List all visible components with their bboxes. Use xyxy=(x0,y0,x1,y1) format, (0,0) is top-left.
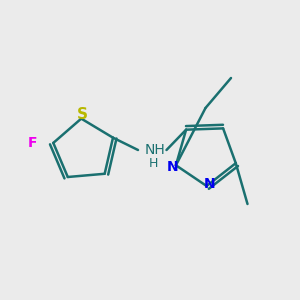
Text: N: N xyxy=(167,160,179,174)
Text: S: S xyxy=(77,106,88,122)
Text: N: N xyxy=(204,178,215,191)
Text: H: H xyxy=(148,157,158,170)
Text: NH: NH xyxy=(144,143,165,157)
Text: F: F xyxy=(28,136,37,150)
